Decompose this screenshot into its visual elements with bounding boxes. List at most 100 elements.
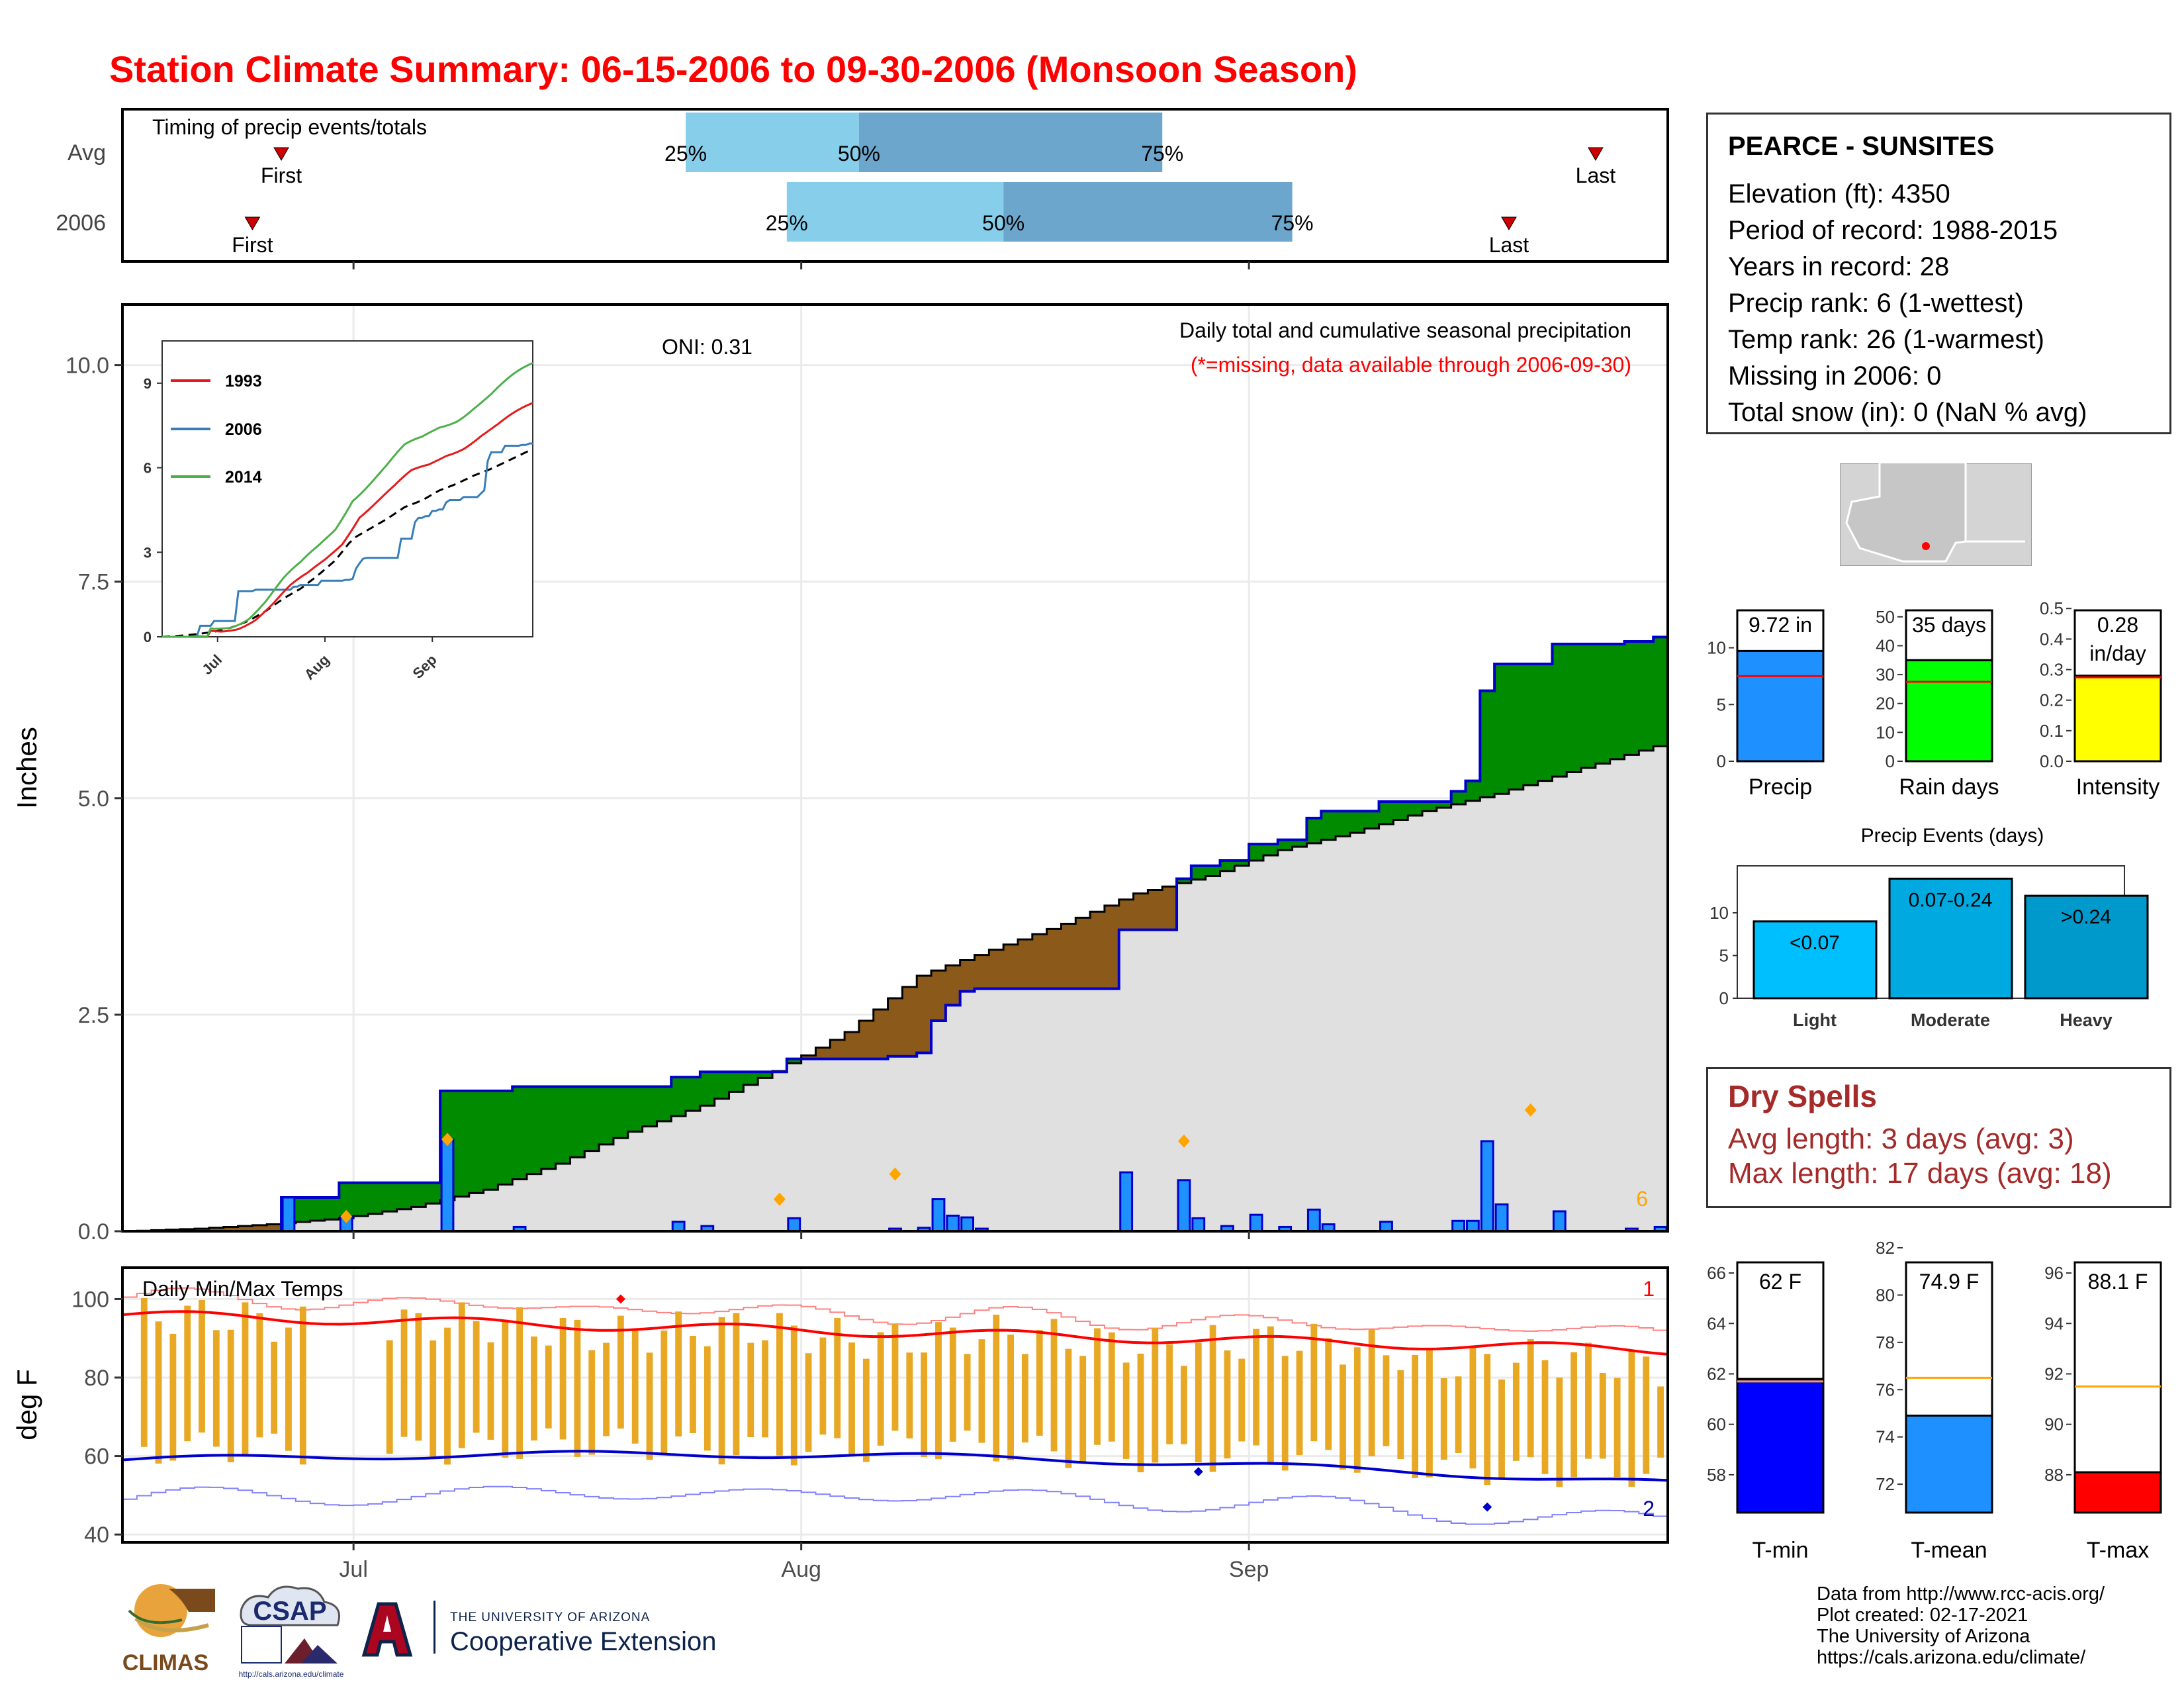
deficit-area-segment	[844, 1032, 860, 1059]
surplus-area-segment	[1451, 791, 1467, 804]
dry-spells-max: Max length: 17 days (avg: 18)	[1728, 1157, 2112, 1190]
surplus-area-segment	[1263, 844, 1279, 856]
summary-y-tick-label: 0.5	[2040, 598, 2064, 618]
dry-spells-box: Dry Spells Avg length: 3 days (avg: 3) M…	[1706, 1067, 2171, 1208]
first-event-marker	[244, 216, 261, 230]
ua-small-text: THE UNIVERSITY OF ARIZONA	[450, 1611, 651, 1624]
surplus-area-segment	[469, 1091, 484, 1194]
precip-rank-label: 6	[1636, 1187, 1648, 1211]
timing-p25-label: 25%	[766, 211, 808, 235]
surplus-area-segment	[786, 1058, 802, 1064]
surplus-area-segment	[1336, 811, 1351, 837]
station-info-line: Elevation (ft): 4350	[1728, 179, 1950, 209]
deficit-area-segment	[917, 976, 932, 1053]
daily-precip-bar	[1451, 1219, 1465, 1233]
temp-summary-y-tick-label: 72	[1876, 1474, 1895, 1494]
record-daily-marker	[889, 1167, 901, 1181]
timing-bar-q50-q75	[858, 113, 1163, 172]
summary-y-tick-label: 0.4	[2040, 629, 2064, 649]
record-daily-marker	[773, 1192, 786, 1206]
deficit-area-segment	[887, 998, 903, 1056]
temp-summary-y-tick-label: 90	[2044, 1415, 2064, 1434]
timing-bar-q25-q50	[686, 113, 859, 172]
surplus-area-segment	[1480, 690, 1495, 798]
surplus-area-segment	[1277, 839, 1293, 851]
summary-bar-label: Intensity	[2076, 774, 2160, 800]
summary-value-label: 9.72 in	[1749, 613, 1812, 637]
temp-panel: Daily Min/Max Temps 1 2 deg F 406080100 …	[11, 1266, 1669, 1582]
timing-label: Timing of precip events/totals	[152, 115, 427, 139]
oni-label: ONI: 0.31	[662, 335, 752, 359]
deficit-area-segment	[945, 965, 961, 1006]
surplus-area-segment	[1220, 861, 1235, 871]
temp-label: Daily Min/Max Temps	[142, 1277, 343, 1301]
summary-y-tick-label: 10	[1876, 722, 1895, 742]
summary-value-label: 35 days	[1912, 613, 1986, 637]
summary-y-tick-label: 20	[1876, 694, 1895, 714]
ua-big-text: Cooperative Extension	[450, 1627, 717, 1656]
dry-spells-title: Dry Spells	[1728, 1079, 1877, 1113]
daily-precip-bar	[1306, 1208, 1321, 1233]
surplus-area-segment	[310, 1197, 326, 1221]
events-range-label: >0.24	[2061, 906, 2111, 928]
inset-line-2014	[162, 361, 533, 638]
precip-y-tick-label: 0.0	[78, 1219, 109, 1244]
summary-bar	[2073, 675, 2162, 763]
deficit-area-segment	[1061, 923, 1076, 989]
daily-precip-bar	[1249, 1213, 1263, 1233]
precip-y-axis-label: Inches	[11, 727, 42, 809]
ua-divider	[433, 1601, 435, 1654]
temp-summary-y-tick-label: 76	[1876, 1380, 1895, 1399]
temp-summary-bar-label: T-max	[2087, 1538, 2149, 1563]
surplus-area-segment	[686, 1077, 701, 1111]
data-credits: Data from http://www.rcc-acis.org/ Plot …	[1817, 1583, 2105, 1668]
surplus-area-segment	[1306, 818, 1322, 843]
deficit-area-segment	[1090, 912, 1105, 989]
csap-logo: CSAP http://cals.arizona.edu/climate	[239, 1585, 344, 1679]
timing-p75-label: 75%	[1271, 211, 1314, 235]
cumulative-2006-line	[122, 635, 1668, 1233]
summary-y-tick-label: 0.3	[2040, 660, 2064, 680]
inset-legend-label: 1993	[225, 372, 262, 391]
summary-bar-label: Rain days	[1899, 774, 1999, 800]
surplus-area-segment	[324, 1197, 340, 1220]
daily-precip-bar	[1191, 1217, 1206, 1233]
deficit-area-segment	[1104, 906, 1120, 989]
surplus-area-segment	[1508, 663, 1524, 790]
record-daily-marker	[441, 1133, 454, 1147]
summary-bars: 9.72 in 0 5 10 Precip 35 days 0 10 20 30 40 50 Rain …	[1707, 598, 2162, 800]
surplus-area-segment	[411, 1182, 426, 1207]
summary-y-tick-label: 30	[1876, 665, 1895, 684]
summary-y-tick-label: 0	[1886, 751, 1895, 771]
events-bar-label: Light	[1793, 1010, 1837, 1030]
main-chart-area: Timing of precip events/totals Avg 2006 …	[11, 108, 1669, 1582]
climas-text: CLIMAS	[122, 1650, 208, 1675]
daily-precip-bar	[931, 1198, 946, 1233]
surplus-area-segment	[1581, 643, 1596, 768]
events-bar	[1752, 920, 1878, 1000]
inset-y-tick-label: 9	[144, 375, 152, 392]
station-info-line: Temp rank: 26 (1-warmest)	[1728, 325, 2044, 354]
temp-summary-bars: 62 F 58 60 62 64 66 T-min 74.9 F 72 74 76 78 80 82 T-m…	[1707, 1238, 2162, 1563]
temp-summary-y-tick-label: 78	[1876, 1333, 1895, 1352]
surplus-area-segment	[627, 1086, 643, 1132]
surplus-area-segment	[527, 1086, 542, 1174]
events-y-tick-label: 10	[1709, 903, 1729, 923]
daily-precip-bar	[946, 1214, 960, 1233]
first-event-label: First	[232, 233, 273, 257]
station-info-box: PEARCE - SUNSITES Elevation (ft): 4350 Pe…	[1706, 113, 2171, 434]
month-tick-label: Sep	[1229, 1557, 1269, 1582]
temp-y-axis-label: deg F	[11, 1369, 42, 1440]
record-min-marker	[1482, 1502, 1492, 1512]
surplus-area-segment	[1249, 844, 1264, 861]
inset-legend-label: 2014	[225, 468, 262, 487]
events-bar	[1888, 877, 2013, 1000]
station-info-line: Years in record: 28	[1728, 252, 1950, 281]
surplus-area-segment	[743, 1072, 758, 1085]
inset-legend-label: 2006	[225, 420, 262, 439]
deficit-area-segment	[873, 1009, 889, 1059]
temp-summary-y-tick-label: 66	[1707, 1263, 1726, 1283]
temp-summary-y-tick-label: 74	[1876, 1427, 1895, 1447]
first-event-label: First	[261, 164, 302, 187]
